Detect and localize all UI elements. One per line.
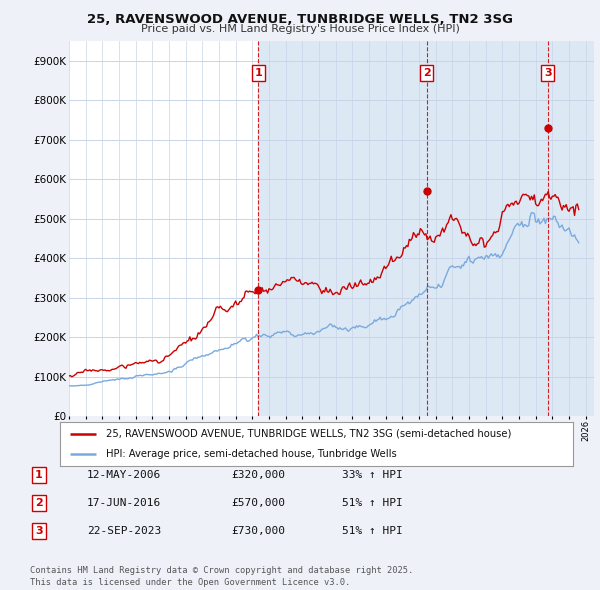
- Text: 33% ↑ HPI: 33% ↑ HPI: [342, 470, 403, 480]
- Text: 2: 2: [35, 498, 43, 507]
- Text: 51% ↑ HPI: 51% ↑ HPI: [342, 526, 403, 536]
- Text: 2: 2: [423, 68, 431, 78]
- Text: 25, RAVENSWOOD AVENUE, TUNBRIDGE WELLS, TN2 3SG: 25, RAVENSWOOD AVENUE, TUNBRIDGE WELLS, …: [87, 13, 513, 26]
- Text: 3: 3: [35, 526, 43, 536]
- Text: Contains HM Land Registry data © Crown copyright and database right 2025.
This d: Contains HM Land Registry data © Crown c…: [30, 566, 413, 587]
- Text: 17-JUN-2016: 17-JUN-2016: [87, 498, 161, 507]
- Text: 25, RAVENSWOOD AVENUE, TUNBRIDGE WELLS, TN2 3SG (semi-detached house): 25, RAVENSWOOD AVENUE, TUNBRIDGE WELLS, …: [106, 429, 512, 439]
- Bar: [427, 41, 548, 416]
- Text: £320,000: £320,000: [231, 470, 285, 480]
- Text: 3: 3: [544, 68, 551, 78]
- Bar: [259, 41, 427, 416]
- Text: Price paid vs. HM Land Registry's House Price Index (HPI): Price paid vs. HM Land Registry's House …: [140, 24, 460, 34]
- Text: 51% ↑ HPI: 51% ↑ HPI: [342, 498, 403, 507]
- Text: 1: 1: [254, 68, 262, 78]
- Text: 1: 1: [35, 470, 43, 480]
- Bar: [548, 41, 594, 416]
- Text: £570,000: £570,000: [231, 498, 285, 507]
- Text: 22-SEP-2023: 22-SEP-2023: [87, 526, 161, 536]
- Text: £730,000: £730,000: [231, 526, 285, 536]
- Text: HPI: Average price, semi-detached house, Tunbridge Wells: HPI: Average price, semi-detached house,…: [106, 449, 397, 459]
- Text: 12-MAY-2006: 12-MAY-2006: [87, 470, 161, 480]
